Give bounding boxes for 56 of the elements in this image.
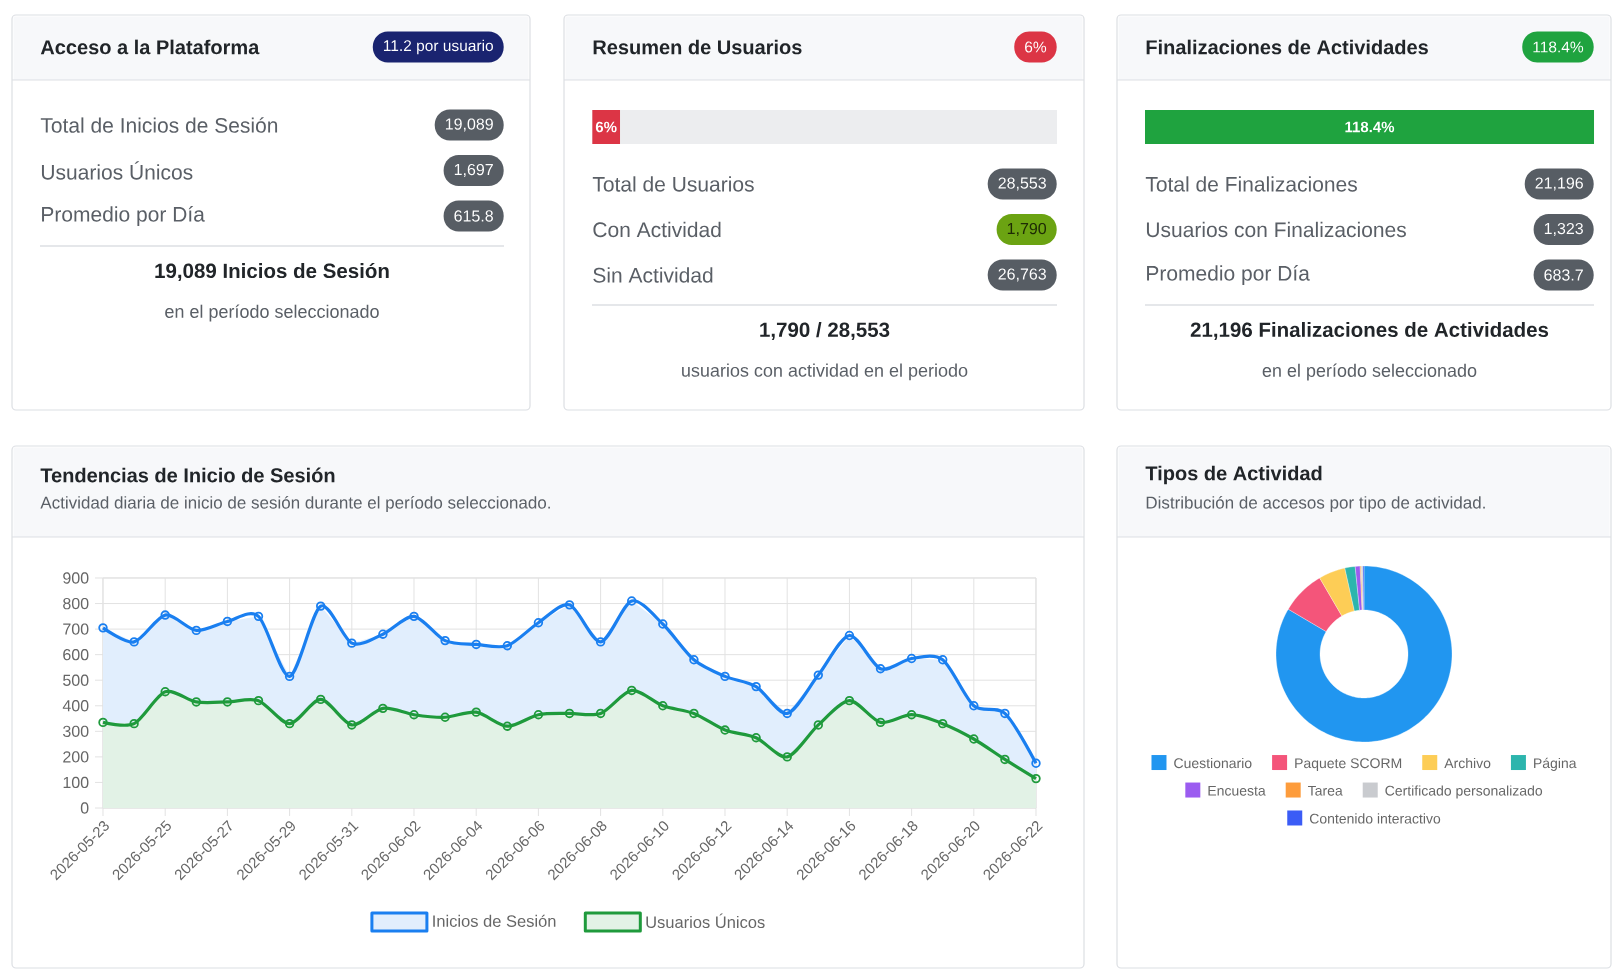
text: Total de Finalizaciones [1145,176,1357,192]
text: Con Actividad [593,221,721,238]
legend-label: Certificado personalizado [1385,785,1543,799]
legend-label: Encuesta [1208,785,1266,796]
y-tick-label: 300 [63,725,89,737]
y-tick-label: 500 [63,674,89,686]
text: 1,697 [454,163,493,178]
legend-label: Cuestionario [1174,757,1252,769]
text: Usuarios con Finalizaciones [1146,221,1406,238]
text: 21,196 [1535,177,1583,191]
text: 6% [1025,41,1047,53]
text: 1,790 / 28,553 [760,321,890,340]
text: 26,763 [998,268,1046,282]
text: 118.4% [1345,121,1395,133]
chart-title: Tendencias de Inicio de Sesión [40,467,335,483]
legend-label: Tarea [1308,785,1343,796]
chart-title: Tipos de Actividad [1145,465,1322,485]
text: 118.4% [1533,41,1584,53]
text: Finalizaciones de Actividades [1146,39,1428,55]
text: 1,323 [1544,222,1583,237]
text: 683.7 [1544,269,1583,281]
text: usuarios con actividad en el periodo [682,363,968,381]
text: 6% [595,121,617,133]
text: en el período seleccionado [1262,363,1477,381]
y-tick-label: 400 [62,700,89,712]
chart-subtitle: Distribución de accesos por tipo de actividad. [1146,495,1485,513]
text: 615.8 [454,210,493,222]
chart-subtitle: Actividad diaria de inicio de sesión durante el período seleccionado. [40,495,550,513]
text: 19,089 Inicios de Sesión [155,262,389,282]
legend-label: Inicios de Sesión [433,914,556,927]
text: Total de Usuarios [592,176,754,192]
text: Resumen de Usuarios [593,39,802,55]
text: Promedio por Día [1147,265,1310,285]
text: Usuarios Únicos [41,161,193,180]
y-tick-label: 700 [63,623,89,635]
text: en el período seleccionado [165,304,379,322]
y-tick-label: 800 [63,597,89,610]
legend-label: Archivo [1444,757,1491,769]
y-tick-label: 600 [63,649,89,661]
text: 1,790 [1007,222,1047,237]
text: 21,196 Finalizaciones de Actividades [1190,321,1549,340]
text: Acceso a la Plataforma [40,39,260,55]
legend-label: Usuarios Únicos [646,913,765,929]
y-tick-label: 0 [80,802,89,814]
text: 28,553 [998,177,1046,191]
legend-label: Paquete SCORM [1295,758,1402,771]
y-tick-label: 100 [63,776,89,789]
y-tick-label: 900 [63,572,89,584]
text: 11.2 por usuario [383,39,493,55]
text: Sin Actividad [593,267,713,283]
legend-label: Página [1534,757,1577,771]
text: 19,089 [445,118,493,132]
legend-label: Contenido interactivo [1309,813,1441,824]
y-tick-label: 200 [63,751,89,763]
text: Promedio por Día [42,206,205,226]
text: Total de Inicios de Sesión [40,117,278,133]
